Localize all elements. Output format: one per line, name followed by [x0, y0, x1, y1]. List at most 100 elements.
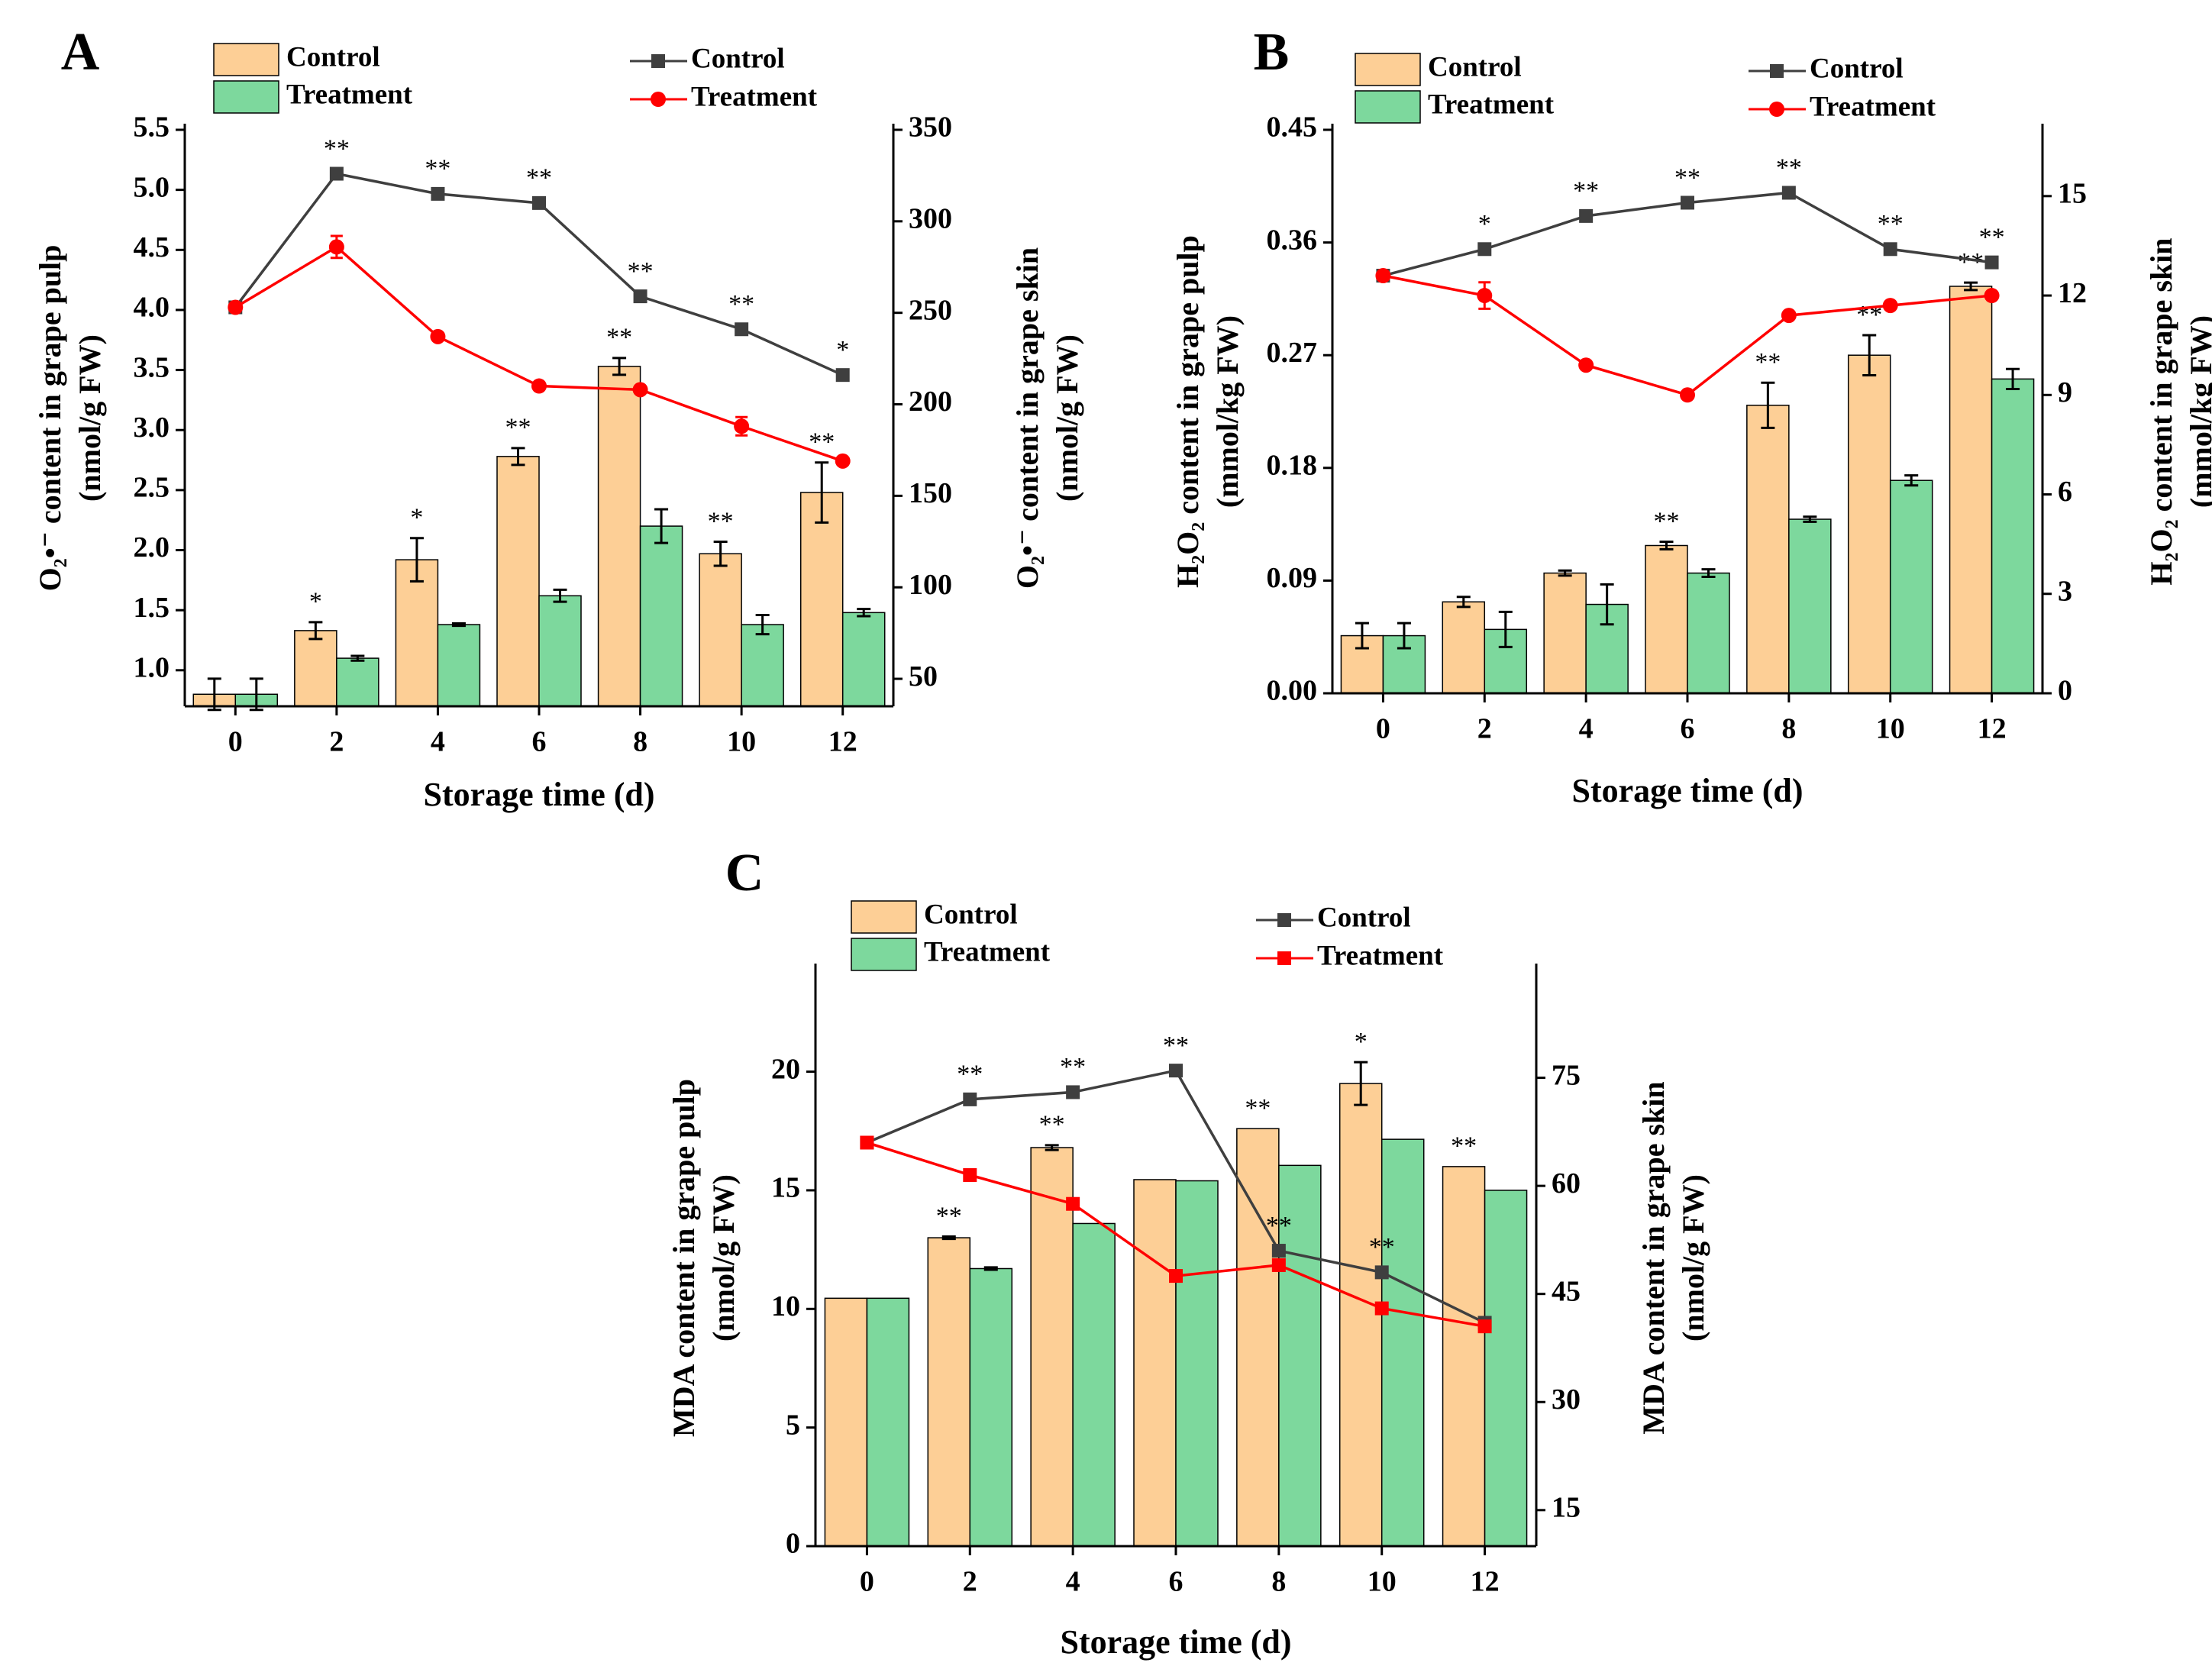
line-significance: * [1478, 210, 1491, 238]
bar-treatment [1991, 378, 2035, 694]
left-tick-label: 20 [771, 1053, 800, 1085]
right-tick-label: 150 [909, 477, 952, 509]
bar-treatment [1175, 1180, 1219, 1547]
bar-treatment [1889, 479, 1933, 694]
line-point-control [963, 1092, 977, 1106]
bar-control [1133, 1179, 1177, 1547]
left-tick-label: 4.0 [134, 292, 170, 324]
x-tick-label: 4 [431, 726, 445, 758]
legend-line-label-treatment: Treatment [1810, 91, 1936, 122]
right-axis-unit: (nmol/g FW) [1676, 1174, 1710, 1342]
x-tick-label: 2 [963, 1566, 977, 1598]
right-tick-label: 15 [2058, 178, 2087, 210]
line-point-treatment [1680, 387, 1695, 403]
right-tick-label: 100 [909, 569, 952, 601]
line-significance: ** [425, 155, 450, 183]
line-point-control [1477, 242, 1492, 257]
line-significance: ** [1573, 177, 1599, 205]
line-significance: ** [628, 257, 654, 286]
x-tick-label: 12 [1978, 713, 2007, 745]
left-tick-label: 0.45 [1267, 111, 1318, 144]
line-point-treatment [1374, 1301, 1389, 1316]
bar-significance: ** [1755, 348, 1781, 376]
line-significance: ** [526, 164, 552, 192]
bar-control [824, 1297, 868, 1547]
legend-marker-control [1277, 913, 1291, 927]
bar-treatment [866, 1297, 910, 1547]
line-point-control [1374, 1265, 1389, 1280]
legend-line-label-treatment: Treatment [691, 81, 818, 112]
line-significance: ** [1163, 1032, 1189, 1060]
left-tick-label: 0 [786, 1528, 800, 1560]
x-tick-label: 0 [860, 1566, 874, 1598]
left-axis-unit: (nmol/g FW) [73, 334, 107, 502]
bar-control [1847, 354, 1891, 694]
line-point-control [1781, 186, 1796, 200]
bar-control [1442, 601, 1486, 694]
right-axis-title: H₂O₂ content in grape skin [2144, 237, 2178, 585]
left-tick-label: 0.09 [1267, 562, 1318, 594]
line-point-control [1271, 1244, 1286, 1258]
right-tick-label: 250 [909, 294, 952, 326]
right-tick-label: 0 [2058, 675, 2072, 707]
left-tick-label: 3.5 [134, 351, 170, 383]
line-point-treatment [1477, 1319, 1492, 1334]
bar-treatment [1484, 1190, 1528, 1547]
left-tick-label: 3.0 [134, 412, 170, 444]
legend-marker-treatment [651, 92, 666, 107]
legend-line-label-control: Control [691, 43, 785, 74]
legend-marker-control [651, 54, 665, 68]
x-axis-title: Storage time (d) [423, 776, 654, 813]
line-point-control [835, 368, 850, 383]
line-point-control [329, 166, 344, 181]
right-tick-label: 75 [1552, 1059, 1581, 1091]
line-significance: ** [1266, 1212, 1292, 1240]
line-point-control [1681, 195, 1694, 210]
right-tick-label: 6 [2058, 476, 2072, 508]
line-significance: ** [1060, 1053, 1086, 1081]
legend-label-treatment: Treatment [924, 936, 1051, 967]
left-axis-title: H₂O₂ content in grape pulp [1171, 235, 1205, 588]
line-significance: ** [957, 1061, 983, 1089]
bar-significance: ** [708, 507, 734, 535]
bar-significance: ** [606, 324, 632, 352]
x-tick-label: 10 [1368, 1566, 1397, 1598]
left-tick-label: 0.27 [1267, 337, 1318, 369]
line-point-treatment [1781, 308, 1797, 324]
bar-significance: * [1355, 1028, 1368, 1056]
right-axis-title: O₂•⁻ content in grape skin [1010, 247, 1045, 589]
x-tick-label: 0 [228, 726, 243, 758]
legend-line-label-control: Control [1810, 53, 1904, 84]
line-point-control [532, 195, 546, 210]
line-significance: ** [1674, 163, 1700, 192]
legend-marker-control [1770, 64, 1784, 78]
x-axis-title: Storage time (d) [1571, 772, 1803, 809]
bar-significance: ** [505, 414, 531, 442]
bar-control [1645, 544, 1688, 694]
legend-line-label-treatment: Treatment [1317, 940, 1444, 971]
x-tick-label: 8 [633, 726, 647, 758]
left-tick-label: 15 [771, 1172, 800, 1204]
right-tick-label: 50 [909, 660, 938, 693]
line-point-treatment [531, 378, 547, 394]
left-tick-label: 1.0 [134, 652, 170, 684]
bar-treatment [1072, 1222, 1116, 1547]
bar-control [1030, 1147, 1074, 1547]
legend-swatch-control [851, 900, 917, 934]
panel-label: A [61, 23, 100, 82]
x-tick-label: 12 [828, 726, 857, 758]
bar-treatment [841, 612, 886, 707]
right-axis-unit: (mmol/kg FW) [2184, 315, 2212, 508]
right-tick-label: 9 [2058, 376, 2072, 408]
legend-swatch-treatment [851, 938, 917, 971]
bar-significance: ** [1039, 1111, 1065, 1139]
bar-control [1543, 572, 1587, 694]
legend-marker-treatment [1769, 102, 1784, 117]
x-tick-label: 4 [1579, 713, 1594, 745]
right-axis-title: MDA content in grape skin [1636, 1081, 1671, 1434]
line-point-control [431, 186, 445, 201]
legend-marker-treatment [1277, 951, 1291, 965]
legend-label-control: Control [924, 899, 1018, 930]
line-significance: ** [728, 290, 754, 318]
line-point-control [633, 289, 647, 304]
